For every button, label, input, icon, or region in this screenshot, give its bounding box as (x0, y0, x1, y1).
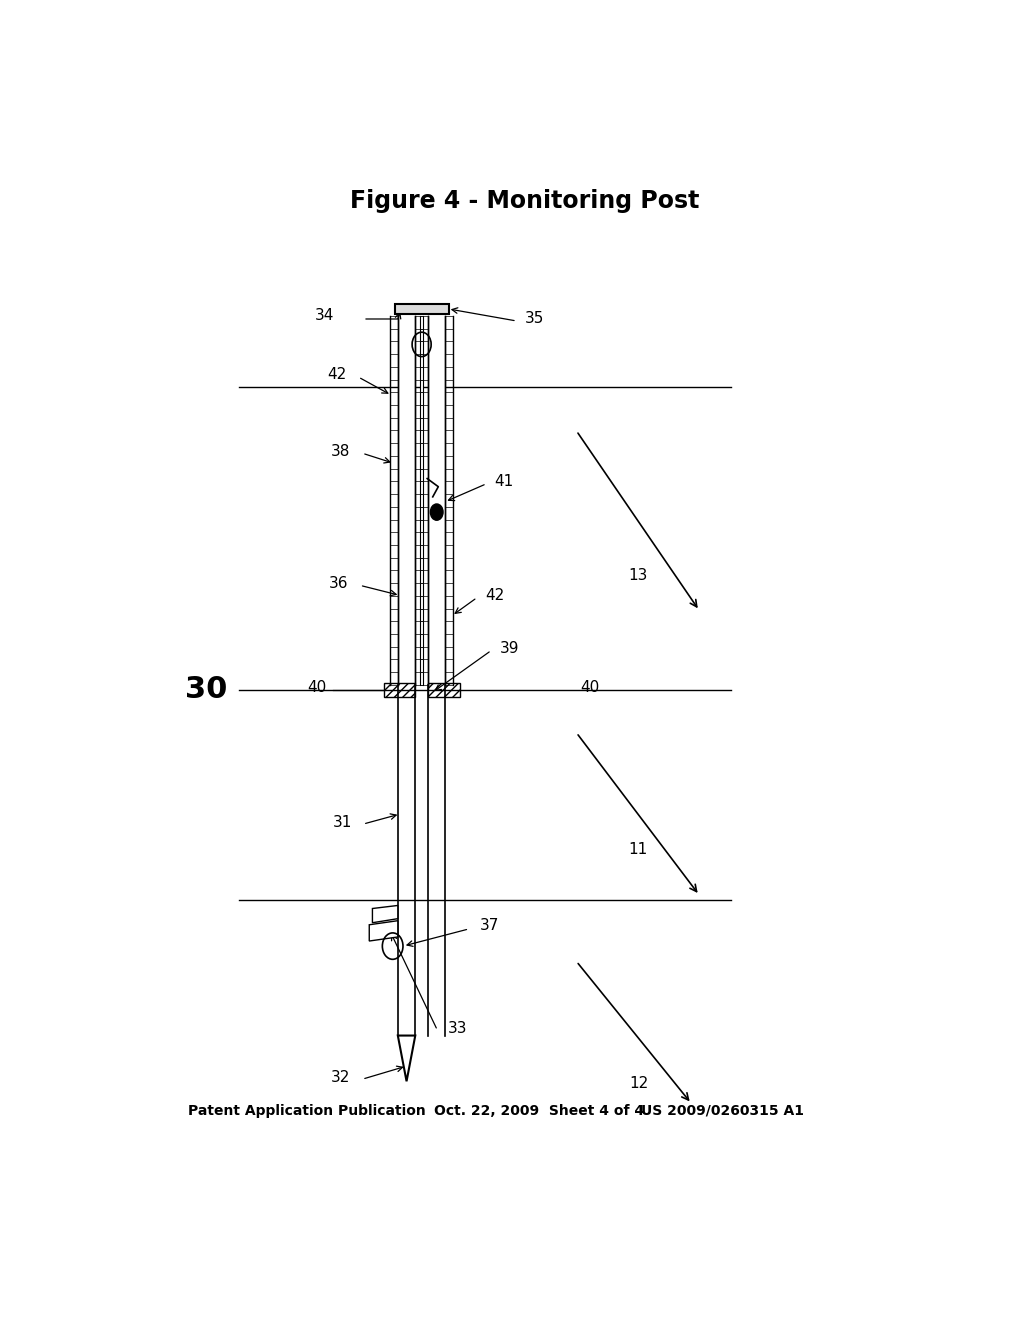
Bar (397, 315, 416, 685)
Text: 37: 37 (479, 919, 499, 933)
Text: 38: 38 (331, 444, 350, 458)
Text: 42: 42 (485, 587, 505, 603)
Text: 41: 41 (495, 474, 514, 490)
Text: 34: 34 (315, 309, 334, 323)
Bar (428, 315, 445, 685)
Text: 31: 31 (333, 814, 352, 829)
Bar (428, 682, 460, 697)
Text: 11: 11 (628, 842, 647, 857)
Circle shape (430, 504, 443, 520)
Polygon shape (397, 1036, 416, 1081)
Text: Oct. 22, 2009  Sheet 4 of 4: Oct. 22, 2009 Sheet 4 of 4 (433, 1104, 644, 1118)
Bar (394, 304, 449, 314)
Text: 35: 35 (524, 312, 544, 326)
Text: Patent Application Publication: Patent Application Publication (187, 1104, 425, 1118)
Polygon shape (370, 921, 397, 941)
Text: 30: 30 (184, 676, 227, 705)
Text: 40: 40 (581, 680, 600, 696)
Text: 42: 42 (327, 367, 346, 383)
Text: 13: 13 (628, 568, 647, 582)
Text: 39: 39 (500, 640, 519, 656)
Text: 36: 36 (329, 576, 348, 591)
Text: US 2009/0260315 A1: US 2009/0260315 A1 (641, 1104, 805, 1118)
Text: 32: 32 (331, 1069, 350, 1085)
Text: 40: 40 (307, 680, 327, 696)
Text: 12: 12 (630, 1076, 649, 1090)
Bar (384, 682, 416, 697)
Bar (420, 315, 423, 685)
Text: Figure 4 - Monitoring Post: Figure 4 - Monitoring Post (350, 189, 699, 213)
Polygon shape (373, 906, 397, 923)
Text: 33: 33 (447, 1020, 467, 1036)
